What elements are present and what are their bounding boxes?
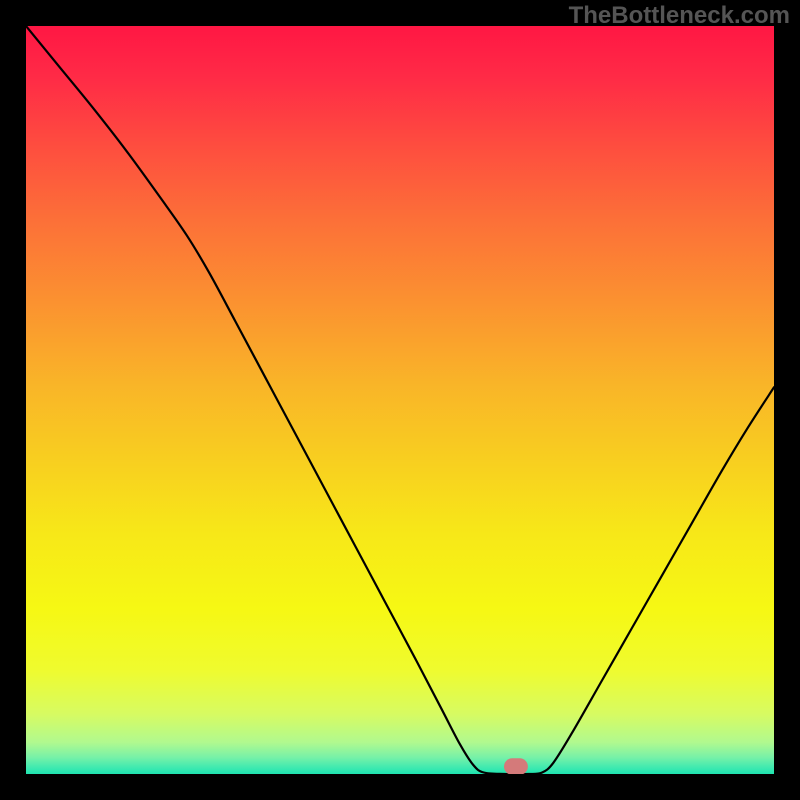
plot-area	[26, 26, 774, 774]
plot-svg	[26, 26, 774, 774]
highlight-marker	[504, 758, 528, 774]
gradient-background	[26, 26, 774, 774]
watermark-label: TheBottleneck.com	[569, 2, 790, 30]
